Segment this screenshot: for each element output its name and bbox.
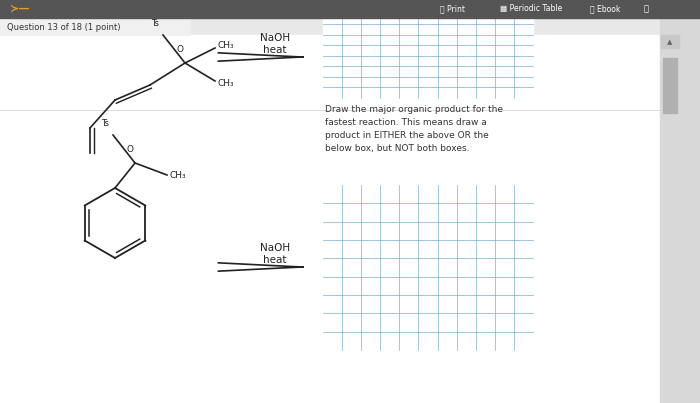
Bar	[661, 35, 679, 48]
Bar	[323, 185, 533, 350]
Bar	[0, 18, 190, 35]
Text: CH₃: CH₃	[218, 79, 234, 87]
Text: ❓: ❓	[644, 4, 649, 13]
Text: heat: heat	[263, 45, 287, 55]
Text: NaOH: NaOH	[260, 243, 290, 253]
Text: Ts: Ts	[101, 119, 109, 128]
Text: Question 13 of 18 (1 point): Question 13 of 18 (1 point)	[7, 23, 120, 31]
Text: CH₃: CH₃	[170, 170, 187, 179]
Bar	[660, 0, 700, 403]
Text: NaOH: NaOH	[260, 33, 290, 43]
Text: Ts: Ts	[151, 19, 159, 28]
Text: ▦ Periodic Table: ▦ Periodic Table	[500, 4, 562, 13]
Bar	[661, 35, 679, 403]
Text: Draw the major organic product for the
fastest reaction. This means draw a
produ: Draw the major organic product for the f…	[325, 105, 503, 153]
Bar	[0, 0, 700, 18]
Bar	[323, 3, 533, 98]
Text: ▲: ▲	[667, 39, 673, 45]
Text: 🖨 Print: 🖨 Print	[440, 4, 465, 13]
Text: heat: heat	[263, 255, 287, 265]
Text: 📖 Ebook: 📖 Ebook	[590, 4, 620, 13]
Text: ≻—: ≻—	[10, 4, 31, 14]
Bar	[663, 58, 677, 113]
Text: CH₃: CH₃	[218, 42, 234, 50]
Text: O: O	[127, 145, 134, 154]
Text: O: O	[176, 44, 183, 54]
